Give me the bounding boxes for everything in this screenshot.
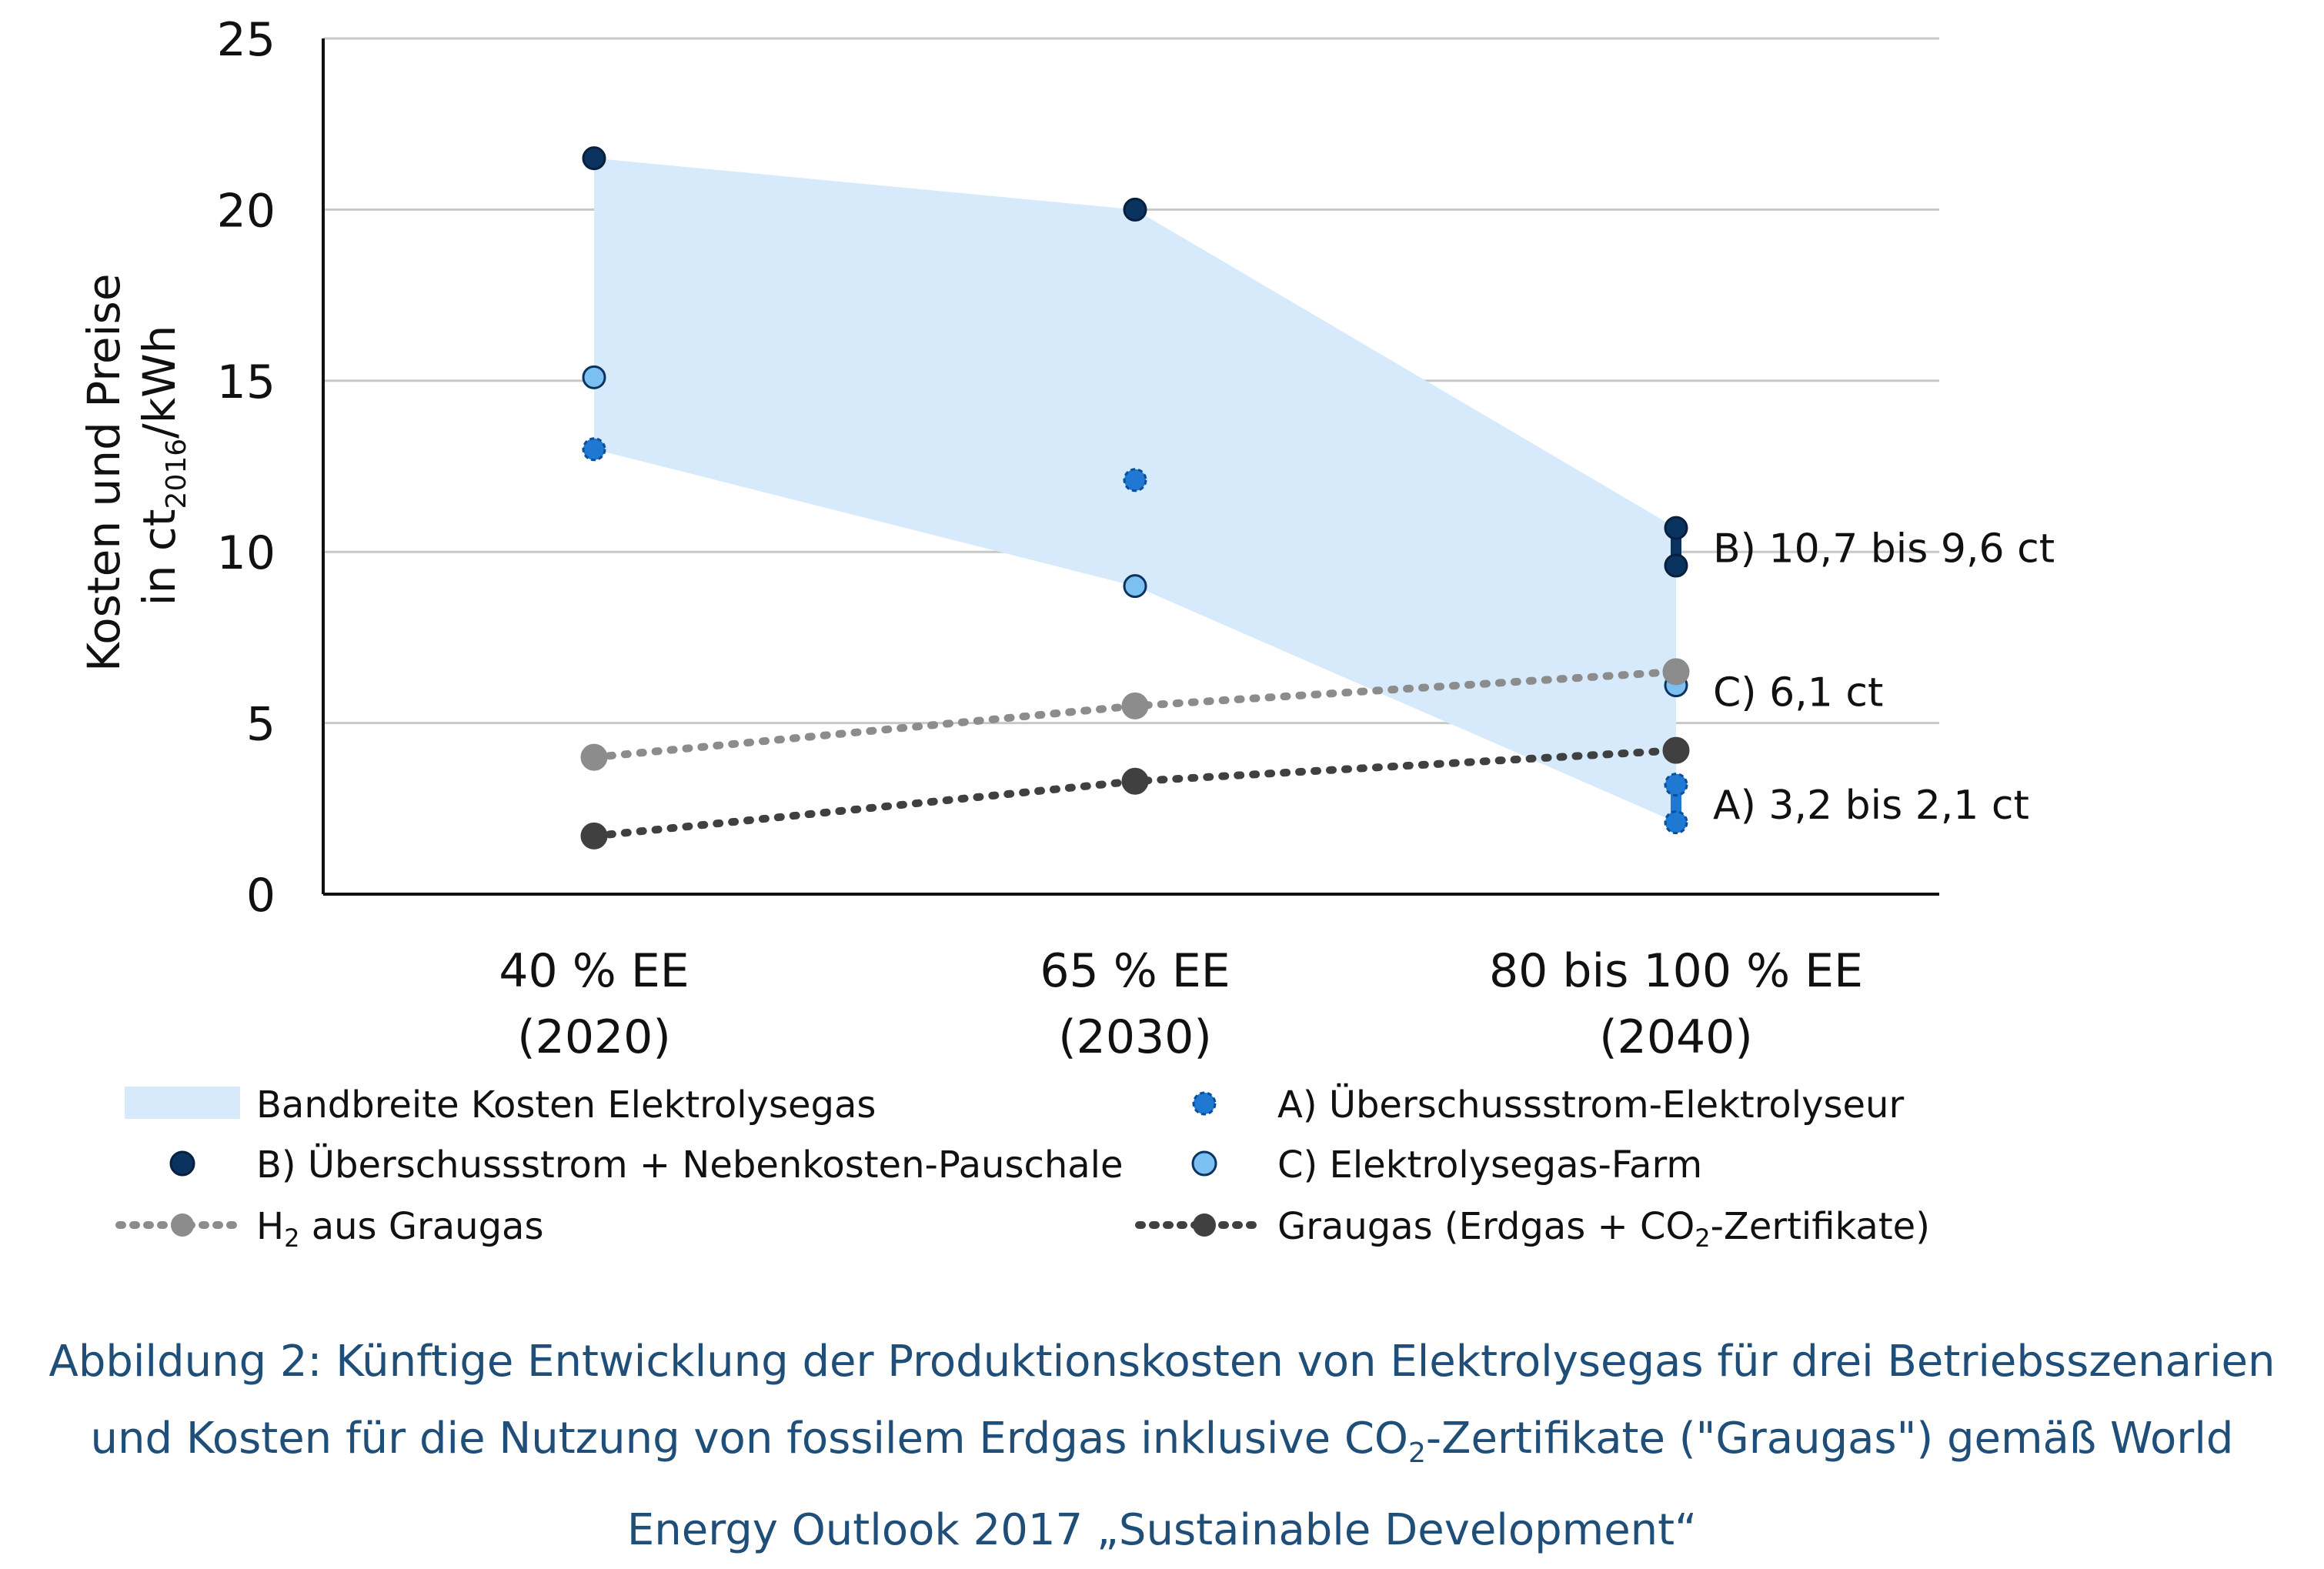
series-points xyxy=(580,146,1690,850)
point-C-0 xyxy=(582,365,606,389)
caption-line2-prefix: und Kosten für die Nutzung von fossilem … xyxy=(90,1414,1409,1464)
legend-swatch-g xyxy=(1193,1213,1216,1237)
legend-label-h2: H2 aus Graugas xyxy=(256,1205,543,1253)
x-tick-sublabel-1: (2030) xyxy=(1058,1010,1212,1064)
annotation-0: B) 10,7 bis 9,6 ct xyxy=(1713,526,2055,573)
legend-label-g-prefix: Graugas (Erdgas + CO xyxy=(1277,1205,1695,1248)
y-axis-label: Kosten und Preise in ct2016/kWh xyxy=(78,259,192,672)
y-tick-label-20: 20 xyxy=(217,184,275,238)
legend-label-a: A) Überschussstrom-Elektrolyseur xyxy=(1277,1083,1904,1127)
x-tick-sublabel-2: (2040) xyxy=(1599,1010,1753,1064)
y-tick-label-15: 15 xyxy=(217,356,275,409)
legend-label-g-suffix: -Zertifikate) xyxy=(1711,1205,1930,1248)
legend-label-band: Bandbreite Kosten Elektrolysegas xyxy=(256,1083,876,1127)
point-A-1 xyxy=(1123,468,1147,492)
point-B-2 xyxy=(1664,516,1688,540)
annotation-1: C) 6,1 ct xyxy=(1713,669,1883,716)
chart: B) 10,7 bis 9,6 ct C) 6,1 ct A) 3,2 bis 2,… xyxy=(78,13,2055,1253)
y-tick-label-0: 0 xyxy=(246,869,275,923)
y-axis-label-line1: Kosten und Preise xyxy=(78,273,130,671)
point-B-3 xyxy=(1664,553,1688,578)
legend-label-g: Graugas (Erdgas + CO2-Zertifikate) xyxy=(1277,1205,1930,1253)
legend-swatch-h2 xyxy=(171,1213,194,1237)
legend-label-h2-suffix: aus Graugas xyxy=(299,1205,543,1248)
legend-label-h2-prefix: H xyxy=(256,1205,284,1248)
x-tick-label-1: 65 % EE xyxy=(1040,944,1230,998)
legend-swatch-c xyxy=(1191,1150,1217,1177)
point-B-0 xyxy=(582,146,606,171)
legend-label-h2-sub: 2 xyxy=(284,1223,299,1253)
point-G-1 xyxy=(1121,767,1149,795)
legend-swatch-band xyxy=(125,1087,240,1119)
point-A-0 xyxy=(582,437,606,462)
x-tick-sublabel-0: (2020) xyxy=(517,1010,671,1064)
x-tick-label-0: 40 % EE xyxy=(499,944,689,998)
point-H2-0 xyxy=(580,743,608,771)
point-H2-1 xyxy=(1121,692,1149,719)
point-G-2 xyxy=(1662,736,1690,764)
legend: Bandbreite Kosten Elektrolysegas B) Über… xyxy=(115,1083,1930,1253)
y-tick-label-10: 10 xyxy=(217,526,275,580)
axes xyxy=(322,38,1939,896)
legend-label-b: B) Überschussstrom + Nebenkosten-Pauscha… xyxy=(256,1143,1124,1187)
point-A-3 xyxy=(1664,810,1688,835)
caption-line2-suffix: -Zertifikate ("Graugas") gemäß World xyxy=(1425,1414,2234,1464)
caption-line1: Abbildung 2: Künftige Entwicklung der Pr… xyxy=(48,1337,2276,1387)
annotations: B) 10,7 bis 9,6 ct C) 6,1 ct A) 3,2 bis 2,… xyxy=(1713,526,2055,830)
legend-label-g-sub: 2 xyxy=(1695,1223,1710,1253)
y-tick-label-25: 25 xyxy=(217,13,275,67)
y-axis-label-sub: 2016 xyxy=(161,439,192,509)
point-C-1 xyxy=(1123,574,1147,599)
x-tick-label-2: 80 bis 100 % EE xyxy=(1489,944,1863,998)
axis-labels: Kosten und Preise in ct2016/kWh 0 5 10 15 20… xyxy=(78,13,1863,1064)
legend-swatch-a xyxy=(1192,1091,1217,1116)
point-H2-2 xyxy=(1662,658,1690,686)
caption-line2: und Kosten für die Nutzung von fossilem … xyxy=(0,1400,2324,1492)
legend-swatch-b xyxy=(169,1150,195,1177)
caption-line2-sub: 2 xyxy=(1408,1437,1426,1470)
y-axis-label-suffix: /kWh xyxy=(133,325,185,439)
point-A-2 xyxy=(1664,773,1688,797)
annotation-2: A) 3,2 bis 2,1 ct xyxy=(1713,783,2029,829)
y-tick-label-5: 5 xyxy=(246,698,275,752)
point-B-1 xyxy=(1123,197,1147,222)
caption-line3: Energy Outlook 2017 „Sustainable Develop… xyxy=(626,1505,1698,1556)
y-axis-label-prefix: in ct xyxy=(133,509,185,606)
y-axis-label-line2: in ct2016/kWh xyxy=(133,325,192,606)
point-G-0 xyxy=(580,822,608,850)
legend-label-c: C) Elektrolysegas-Farm xyxy=(1277,1143,1702,1187)
figure-caption: Abbildung 2: Künftige Entwicklung der Pr… xyxy=(0,1324,2324,1569)
